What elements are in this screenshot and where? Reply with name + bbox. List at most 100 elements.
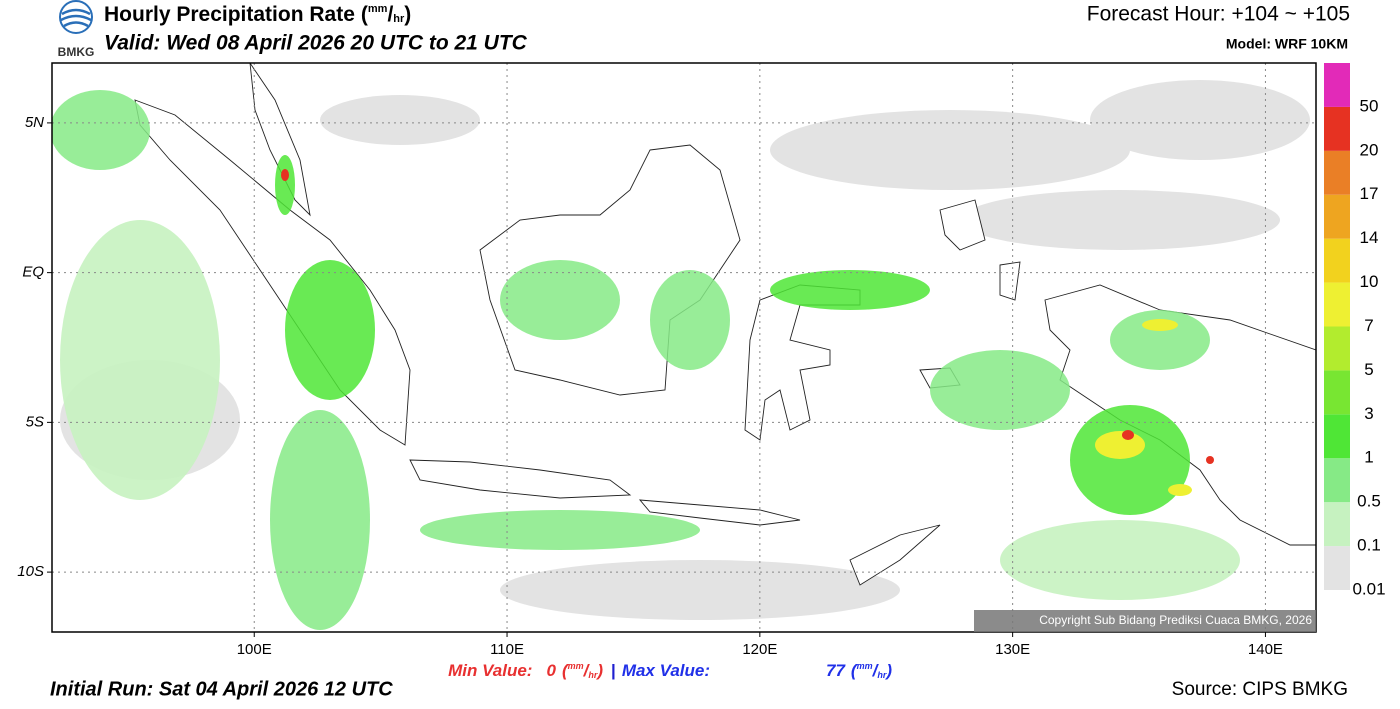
title-unit: hr: [393, 13, 405, 25]
copyright: Copyright Sub Bidang Prediksi Cuaca BMKG…: [1039, 613, 1312, 627]
copyright-box: [974, 610, 1316, 632]
rain-area: [770, 110, 1130, 190]
unit: (: [851, 661, 859, 680]
colorbar-block: [1324, 238, 1350, 283]
colorbar-block: [1324, 194, 1350, 239]
map-layer: [52, 63, 1316, 632]
initial-run: Initial Run: Sat 04 April 2026 12 UTC: [50, 678, 393, 700]
colorbar-label: 14: [1360, 228, 1379, 247]
y-tick-label: 10S: [17, 563, 44, 580]
rain-area: [1168, 484, 1192, 496]
colorbar-block: [1324, 546, 1350, 590]
colorbar-label: 0.5: [1357, 492, 1381, 511]
rain-area: [1000, 520, 1240, 600]
rain-area: [275, 155, 295, 215]
title-unit: ): [404, 3, 411, 26]
island: [1044, 284, 1316, 546]
colorbar-block: [1324, 282, 1350, 327]
rain-area: [320, 95, 480, 145]
colorbar-block: [1324, 370, 1350, 415]
rain-area: [1142, 319, 1178, 331]
max-value: 77 (mm/hr): [826, 661, 892, 680]
logo-waves: [60, 8, 92, 28]
x-tick-label: 140E: [1248, 641, 1283, 658]
x-tick-label: 120E: [742, 641, 777, 658]
island: [409, 459, 632, 499]
axis-ticks: 100E 110E 120E 130E 140E 5N EQ 5S 10S: [17, 114, 1283, 658]
colorbar-label: 3: [1364, 404, 1373, 423]
map-frame: [51, 62, 1317, 633]
colorbar-block: [1324, 414, 1350, 459]
colorbar-block: [1324, 150, 1350, 195]
x-tick-label: 110E: [490, 641, 524, 658]
logo: BMKG: [58, 0, 95, 59]
valid-time: Valid: Wed 08 April 2026 20 UTC to 21 UT…: [104, 32, 528, 55]
colorbar-label: 5: [1364, 360, 1373, 379]
model: Model: WRF 10KM: [1226, 36, 1348, 52]
unit: ): [595, 661, 603, 680]
rain-area: [1070, 405, 1190, 515]
island: [939, 199, 986, 251]
x-tick-label: 130E: [995, 641, 1030, 658]
colorbar-label: 50: [1360, 96, 1379, 115]
rain-area: [1206, 456, 1214, 464]
colorbar-block: [1324, 458, 1350, 503]
grid: [52, 63, 1316, 632]
unit: (: [562, 661, 570, 680]
rain-area: [1095, 431, 1145, 459]
unit: /: [872, 661, 880, 680]
unit: hr: [877, 670, 886, 680]
unit: hr: [588, 670, 597, 680]
logo-text: BMKG: [58, 45, 95, 59]
unit: mm: [568, 661, 584, 671]
colorbar-block: [1324, 502, 1350, 547]
colorbar-label: 1: [1364, 448, 1373, 467]
y-tick-label: EQ: [22, 264, 44, 281]
rain-area: [420, 510, 700, 550]
rain-area: [1110, 310, 1210, 370]
x-tick-label: 100E: [237, 641, 272, 658]
colorbar-block: [1324, 106, 1350, 151]
colorbar-label: 7: [1364, 316, 1373, 335]
rain-area: [52, 90, 150, 170]
rain-area: [500, 560, 900, 620]
colorbar-label: 0.1: [1357, 536, 1381, 555]
colorbar-block: [1324, 326, 1350, 371]
title-unit: (: [361, 3, 368, 26]
unit: mm: [857, 661, 873, 671]
island: [999, 261, 1021, 301]
unit: ): [884, 661, 892, 680]
colorbar-label: 17: [1360, 184, 1379, 203]
rain-area: [285, 260, 375, 400]
precipitation: [52, 90, 1240, 630]
rain-area: [1122, 430, 1134, 440]
island: [249, 63, 311, 217]
y-tick-label: 5S: [26, 413, 44, 430]
title-text: Hourly Precipitation Rate: [104, 3, 355, 26]
min-number: 0: [546, 661, 556, 680]
colorbar: 0.01 0.1 0.5 1 3 5 7 10 14 17 20 50: [1324, 63, 1386, 598]
colorbar-label: 0.01: [1352, 579, 1385, 598]
rain-area: [650, 270, 730, 370]
source: Source: CIPS BMKG: [1172, 679, 1348, 700]
rain-area: [500, 260, 620, 340]
rain-area: [770, 270, 930, 310]
separator: |: [611, 661, 616, 680]
max-number: 77: [826, 661, 846, 680]
max-label: Max Value:: [622, 661, 710, 680]
min-value: Min Value: 0 (mm/hr) | Max Value:: [448, 661, 710, 680]
unit: /: [583, 661, 591, 680]
island: [638, 499, 801, 526]
title-unit: /: [387, 3, 393, 26]
rain-area: [60, 220, 220, 500]
rain-area: [270, 410, 370, 630]
colorbar-label: 10: [1360, 272, 1379, 291]
forecast-hour: Forecast Hour: +104 ~ +105: [1087, 3, 1350, 26]
title: Hourly Precipitation Rate (mm/hr): [104, 3, 411, 26]
rain-area: [1090, 80, 1310, 160]
rain-area: [960, 190, 1280, 250]
rain-area: [930, 350, 1070, 430]
colorbar-block: [1324, 63, 1350, 107]
rain-area: [281, 169, 289, 181]
